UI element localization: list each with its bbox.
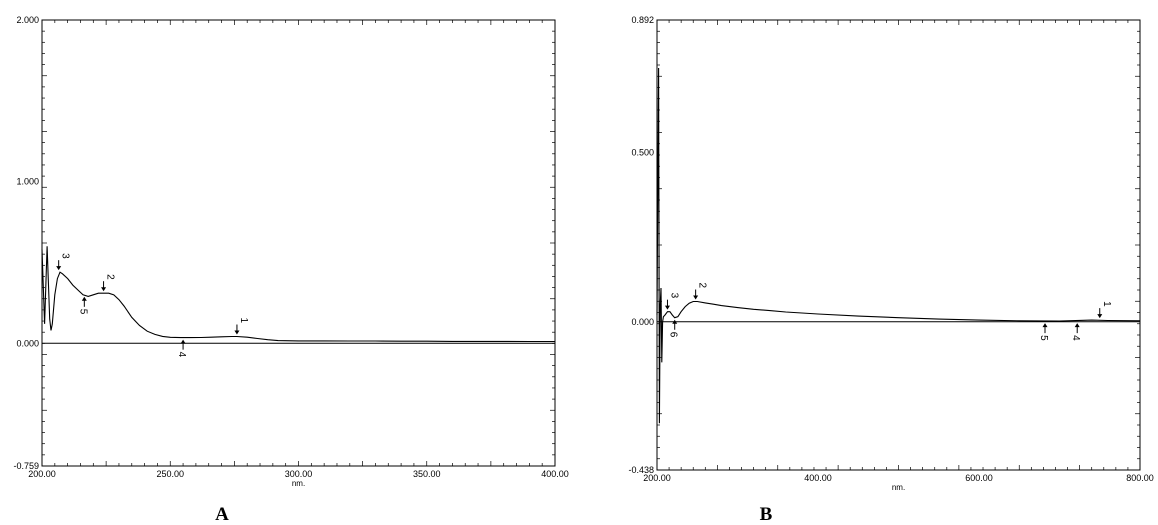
peak-marker-4: 4 (1070, 323, 1081, 341)
x-tick-label: 600.00 (965, 473, 993, 483)
marker-label: 2 (697, 283, 708, 289)
spectrum-chart-b: 200.00 400.00 600.00 800.00 -0.438 0.000 0.500… (628, 15, 1153, 525)
plot-frame-b (656, 19, 1141, 471)
y-tick-label: 0.000 (631, 317, 654, 327)
marker-arrow (1042, 323, 1048, 328)
marker-label: 3 (668, 293, 679, 299)
panel-label-a: A (215, 504, 229, 525)
marker-label: 5 (77, 309, 88, 315)
x-tick-label: 250.00 (156, 469, 184, 479)
y-tick-label: 0.000 (16, 338, 39, 348)
peak-marker-4: 4 (176, 339, 187, 358)
y-tick-label: 1.000 (16, 177, 39, 187)
y-tick-label: 0.500 (631, 148, 654, 158)
marker-label: 4 (1070, 335, 1081, 341)
marker-label: 1 (1101, 301, 1112, 307)
marker-arrow (180, 339, 186, 344)
spectrum-line-a (41, 246, 555, 343)
x-axis-label-b: nm. (892, 483, 905, 492)
y-tick-label: -0.438 (628, 465, 654, 475)
marker-arrow (234, 330, 240, 335)
x-tick-label: 400.00 (541, 469, 569, 479)
x-tick-label: 400.00 (804, 473, 832, 483)
y-tick-label: 2.000 (16, 15, 39, 25)
peak-marker-2: 2 (101, 274, 116, 292)
x-tick-label: 200.00 (643, 473, 671, 483)
x-tick-label: 800.00 (1126, 473, 1154, 483)
marker-arrow (693, 295, 699, 300)
spectrum-line-b (656, 67, 1141, 424)
marker-label: 1 (238, 318, 249, 324)
peak-marker-6: 6 (668, 319, 679, 338)
peak-marker-5: 5 (77, 296, 88, 315)
panel-label-b: B (760, 504, 773, 525)
marker-label: 5 (1038, 335, 1049, 341)
y-tick-label: 0.892 (631, 15, 654, 25)
marker-arrow (56, 266, 62, 271)
peak-marker-5: 5 (1038, 323, 1049, 341)
marker-label: 2 (105, 274, 116, 280)
marker-label: 3 (60, 253, 71, 259)
x-tick-label: 350.00 (413, 469, 441, 479)
marker-label: 6 (668, 332, 679, 338)
peak-marker-3: 3 (664, 293, 679, 310)
x-tick-label: 200.00 (28, 469, 56, 479)
marker-arrow (1097, 314, 1103, 319)
marker-label: 4 (176, 352, 187, 358)
peak-marker-1: 1 (1097, 301, 1112, 319)
spectrum-chart-a: 200.00 250.00 300.00 350.00 400.00 -0.759 0.00… (13, 15, 568, 525)
peak-marker-1: 1 (234, 318, 249, 335)
x-axis-label-a: nm. (292, 479, 305, 488)
marker-arrow (81, 296, 87, 301)
marker-arrow (101, 287, 107, 292)
x-tick-label: 300.00 (285, 469, 313, 479)
marker-arrow (1074, 323, 1080, 328)
plot-frame-a (41, 19, 556, 467)
marker-arrow (664, 305, 670, 310)
peak-marker-3: 3 (56, 253, 71, 271)
peak-marker-2: 2 (693, 283, 708, 300)
marker-arrow (672, 319, 678, 324)
y-tick-label: -0.759 (13, 461, 39, 471)
